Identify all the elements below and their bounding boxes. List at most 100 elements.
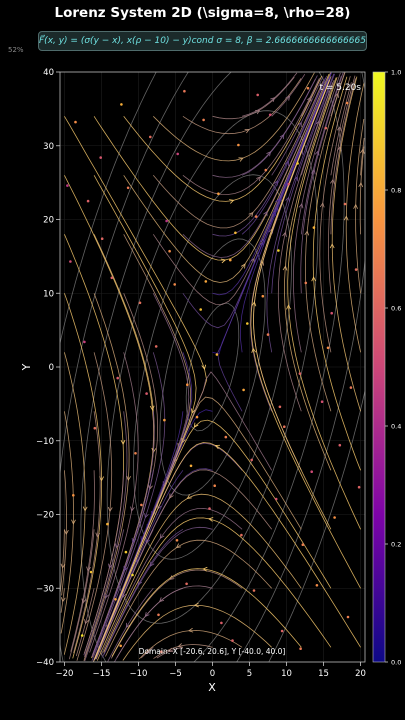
particle-point <box>234 231 237 235</box>
streamline-arrow <box>120 439 126 445</box>
particle-point <box>354 268 358 271</box>
y-tick-label: −40 <box>36 658 54 668</box>
streamline <box>212 76 295 120</box>
streamline-arrow <box>149 405 155 411</box>
streamline <box>304 72 346 412</box>
particle-point <box>199 308 202 311</box>
streamline <box>60 411 74 634</box>
streamline-arrow <box>244 128 250 134</box>
streamline <box>156 646 183 659</box>
chart-title: Lorenz System 2D (\sigma=8, \rho=28) <box>54 5 351 21</box>
streamline-arrow <box>202 566 208 572</box>
particle-point <box>74 120 77 124</box>
streamline-arrow <box>84 619 89 625</box>
x-axis-label: X <box>208 681 216 694</box>
particle-point <box>163 418 166 422</box>
particle-point <box>277 249 280 252</box>
particle-point <box>268 113 272 117</box>
streamline <box>330 82 352 176</box>
streamline <box>271 76 324 176</box>
particle-point <box>120 103 123 106</box>
particle-point <box>264 168 268 172</box>
colorbar <box>372 71 386 663</box>
streamline-arrow <box>175 543 182 549</box>
streamline <box>83 293 130 661</box>
streamline <box>250 79 361 589</box>
particle-point <box>165 219 168 223</box>
streamline <box>111 568 302 657</box>
particle-point <box>204 280 208 283</box>
particle-point <box>138 301 142 305</box>
streamline <box>240 77 330 353</box>
streamline-arrow <box>186 494 192 499</box>
streamline-arrow <box>248 211 254 217</box>
streamline <box>241 72 298 117</box>
streamline <box>110 569 243 659</box>
streamline-arrow <box>314 150 320 156</box>
streamline <box>93 419 332 661</box>
particle-point <box>124 550 128 554</box>
streamline-arrow <box>126 475 131 481</box>
streamline-arrow <box>330 178 335 185</box>
streamline-arrow <box>304 230 310 236</box>
y-tick-label: −30 <box>36 584 54 594</box>
particle-point <box>306 86 310 90</box>
particle-point <box>299 647 302 650</box>
particle-point <box>116 376 119 380</box>
particle-point <box>175 539 179 542</box>
streamline-arrow <box>263 210 268 217</box>
streamline <box>182 78 302 135</box>
streamline-arrow <box>284 160 289 167</box>
particle-point <box>231 639 234 642</box>
streamline <box>70 470 95 652</box>
streamline <box>153 72 315 162</box>
streamline-arrow <box>188 627 194 633</box>
contour-line <box>60 72 365 662</box>
streamline-arrow <box>329 243 335 249</box>
x-tick-label: −10 <box>129 669 147 679</box>
streamline-arrow <box>193 602 199 608</box>
streamline <box>84 411 128 658</box>
particle-point <box>80 634 84 637</box>
streamline-arrow <box>71 519 76 525</box>
particle-point <box>333 516 336 519</box>
streamline-arrow <box>220 258 227 264</box>
streamline-arrow <box>114 543 120 549</box>
domain-label: Domain: X [-20.6, 20.6], Y [-40.0, 40.0] <box>139 647 286 656</box>
streamline <box>212 77 326 237</box>
particle-point <box>266 333 270 336</box>
streamline <box>360 137 365 176</box>
particle-point <box>330 311 334 315</box>
streamline-arrow <box>343 215 349 221</box>
streamline-arrow <box>279 133 285 140</box>
particle-point <box>119 644 122 648</box>
streamline <box>103 517 332 653</box>
particle-point <box>140 503 143 507</box>
streamline-arrow <box>229 199 235 204</box>
particle-point <box>357 485 361 489</box>
streamline <box>123 72 331 283</box>
streamline <box>300 79 335 176</box>
streamline <box>91 352 166 662</box>
streamline-arrow <box>297 121 302 127</box>
streamline <box>345 83 365 353</box>
streamline <box>107 588 154 662</box>
streamline <box>95 469 273 660</box>
particle-point <box>338 443 342 447</box>
streamline <box>182 77 328 258</box>
streamline <box>95 470 184 660</box>
streamline <box>64 293 103 659</box>
particle-point <box>220 621 223 625</box>
streamline <box>292 72 341 353</box>
particle-point <box>237 143 240 147</box>
streamline-arrow <box>251 347 257 353</box>
streamline <box>84 529 125 662</box>
streamline-arrow <box>201 364 207 370</box>
particle-point <box>134 452 137 455</box>
colorbar-tick-label: 0.0 <box>391 659 401 667</box>
streamline-arrow <box>95 532 101 538</box>
y-tick-label: 0 <box>49 363 54 373</box>
x-tick-label: −20 <box>55 669 73 679</box>
particle-point <box>324 126 328 130</box>
time-label: t = 5.20s <box>319 83 361 93</box>
